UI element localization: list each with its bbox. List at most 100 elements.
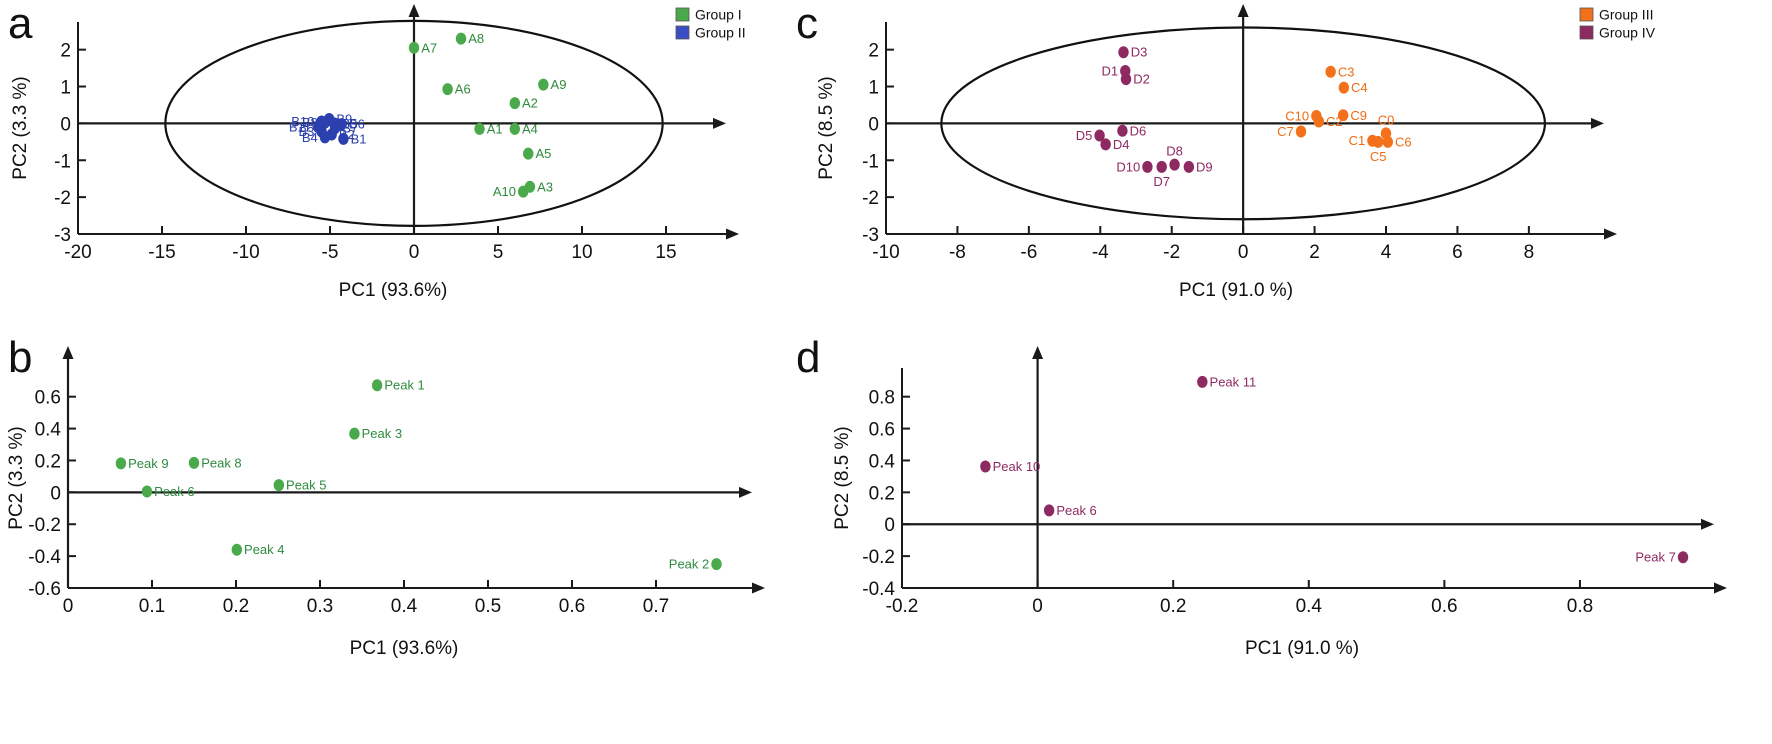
- data-point-label: C4: [1351, 80, 1368, 95]
- data-point[interactable]: [711, 558, 722, 571]
- data-point[interactable]: [538, 78, 549, 91]
- data-point[interactable]: [115, 457, 127, 470]
- x-tick-label: 10: [571, 242, 592, 263]
- data-point-label: A8: [468, 31, 484, 46]
- data-point-label: D2: [1133, 72, 1150, 87]
- panel-b-letter: b: [8, 333, 33, 382]
- data-point[interactable]: [442, 83, 453, 96]
- legend-label: Group IV: [1599, 25, 1656, 41]
- data-point-label: Peak 8: [201, 455, 241, 470]
- data-point-label: Peak 3: [362, 426, 402, 441]
- data-point[interactable]: [518, 185, 529, 198]
- data-point[interactable]: [1325, 65, 1336, 78]
- legend-label: Group II: [695, 25, 746, 41]
- y-tick-label: 0: [884, 515, 895, 536]
- data-point-label: B3: [298, 124, 314, 139]
- x-axis-end-arrow-icon: [1604, 228, 1617, 240]
- data-point[interactable]: [1338, 81, 1350, 94]
- data-point[interactable]: [371, 379, 383, 392]
- data-point[interactable]: [1372, 135, 1384, 148]
- data-point[interactable]: [1313, 115, 1325, 128]
- y-tick-label: -3: [54, 225, 71, 246]
- data-point-label: C5: [1370, 149, 1387, 164]
- data-point-label: Peak 4: [244, 542, 284, 557]
- data-point[interactable]: [474, 122, 485, 135]
- legend: Group I Group II: [675, 7, 746, 41]
- x-tick-label: 0: [1238, 242, 1249, 263]
- data-point[interactable]: [1337, 109, 1349, 122]
- data-point[interactable]: [1382, 135, 1393, 148]
- data-point[interactable]: [1043, 504, 1055, 517]
- y-tick-label: 0.4: [869, 451, 896, 472]
- panel-a: a -20 -15 -10 -5 0 5 10 15 -3 -2 -1 0 1 2 PC1 (93.6%) P…: [0, 0, 790, 330]
- data-point-label: A6: [455, 82, 471, 97]
- data-point[interactable]: [188, 456, 200, 469]
- series-peaks: Peak 1 Peak 3 Peak 9 Peak 8 Peak 6 Peak 5 Peak…: [115, 378, 722, 572]
- data-point[interactable]: [455, 32, 467, 45]
- data-point[interactable]: [509, 122, 520, 135]
- y-tick-label: 0: [50, 483, 61, 504]
- data-point-label: B1: [351, 131, 367, 146]
- x-tick-label: 0.6: [1431, 596, 1457, 617]
- x-tick-label: 0.4: [391, 596, 418, 617]
- data-point[interactable]: [523, 147, 534, 160]
- data-point-label: C0: [1378, 112, 1395, 127]
- data-point-label: A1: [487, 121, 503, 136]
- data-point[interactable]: [273, 479, 285, 492]
- data-point-label: B6: [349, 117, 365, 132]
- data-point-label: Peak 9: [128, 456, 168, 471]
- data-point-label: A10: [493, 184, 516, 199]
- data-point[interactable]: [1117, 124, 1128, 137]
- data-point-label: A5: [535, 146, 551, 161]
- data-point[interactable]: [1100, 138, 1111, 151]
- data-point[interactable]: [509, 97, 520, 110]
- data-point[interactable]: [1183, 160, 1195, 173]
- x-axis-end-arrow-icon: [726, 228, 739, 240]
- data-point-label: Peak 11: [1210, 374, 1257, 389]
- data-point-label: A2: [522, 96, 538, 111]
- data-point[interactable]: [319, 131, 331, 144]
- data-point-label: C7: [1277, 124, 1294, 139]
- data-point[interactable]: [349, 427, 360, 440]
- y-tick-label: 0.6: [35, 388, 61, 409]
- y-axis-label: PC2 (8.5 %): [832, 426, 853, 529]
- data-point[interactable]: [1156, 160, 1167, 173]
- y-tick-label: 0: [60, 114, 71, 135]
- data-point[interactable]: [338, 132, 349, 145]
- legend-swatch: [1579, 25, 1594, 40]
- data-point[interactable]: [141, 485, 153, 498]
- x-tick-label: 0.4: [1296, 596, 1323, 617]
- panel-c-letter: c: [796, 0, 818, 48]
- x-axis-arrow-icon: [1591, 117, 1604, 129]
- y-axis-label: PC2 (8.5 %): [816, 76, 837, 179]
- data-point[interactable]: [231, 543, 243, 556]
- data-point[interactable]: [1169, 158, 1180, 171]
- data-point[interactable]: [1120, 73, 1132, 86]
- data-point-label: Peak 10: [993, 459, 1041, 474]
- data-point[interactable]: [980, 460, 991, 473]
- y-tick-label: 2: [868, 41, 879, 62]
- data-point[interactable]: [1197, 375, 1208, 388]
- x-tick-label: 6: [1452, 242, 1463, 263]
- x-tick-label: -0.2: [886, 596, 919, 617]
- x-tick-label: -20: [64, 242, 91, 263]
- data-point-label: C3: [1338, 64, 1355, 79]
- x-tick-label: -10: [872, 242, 899, 263]
- y-tick-label: 1: [868, 78, 879, 99]
- series-group-i: A7 A8 A6 A9 A2 A1 A4 A5 A3 A10: [408, 31, 566, 199]
- data-point[interactable]: [1677, 551, 1689, 564]
- data-point[interactable]: [1295, 125, 1307, 138]
- data-point-label: Peak 2: [669, 557, 709, 572]
- y-axis-arrow-icon: [1032, 346, 1044, 359]
- y-axis-arrow-icon: [1237, 4, 1249, 17]
- data-point[interactable]: [1094, 129, 1105, 142]
- x-axis-arrow-icon: [1701, 518, 1714, 530]
- data-point[interactable]: [1142, 160, 1153, 173]
- data-point[interactable]: [1118, 46, 1129, 59]
- y-tick-label: 0.8: [869, 388, 895, 409]
- y-axis-arrow-icon: [408, 4, 420, 17]
- data-point-label: A7: [421, 40, 437, 55]
- data-point[interactable]: [408, 41, 420, 54]
- y-tick-label: -2: [54, 188, 71, 209]
